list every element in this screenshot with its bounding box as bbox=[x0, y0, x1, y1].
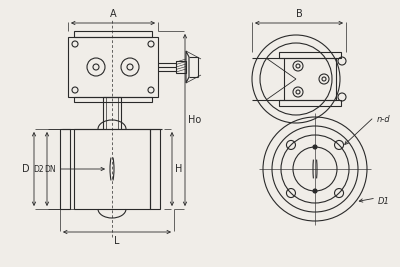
Bar bbox=[60, 129, 70, 209]
Text: DN: DN bbox=[44, 164, 56, 174]
Bar bbox=[150, 129, 160, 209]
Text: D: D bbox=[22, 164, 30, 174]
Bar bbox=[284, 58, 336, 100]
Text: D2: D2 bbox=[33, 164, 44, 174]
Bar bbox=[279, 52, 341, 58]
Bar bbox=[176, 61, 186, 73]
Text: n-d: n-d bbox=[376, 115, 390, 124]
Circle shape bbox=[313, 189, 317, 193]
Bar bbox=[68, 37, 158, 97]
Bar bbox=[74, 31, 152, 37]
Text: L: L bbox=[114, 236, 120, 246]
Text: A: A bbox=[110, 9, 116, 19]
Bar bbox=[74, 129, 150, 209]
Text: B: B bbox=[296, 9, 302, 19]
Bar bbox=[103, 97, 121, 129]
Text: H: H bbox=[175, 164, 182, 174]
Bar bbox=[279, 100, 341, 106]
Circle shape bbox=[313, 145, 317, 149]
Text: Ho: Ho bbox=[188, 115, 201, 125]
Text: D1: D1 bbox=[378, 198, 390, 206]
Bar bbox=[74, 97, 152, 102]
